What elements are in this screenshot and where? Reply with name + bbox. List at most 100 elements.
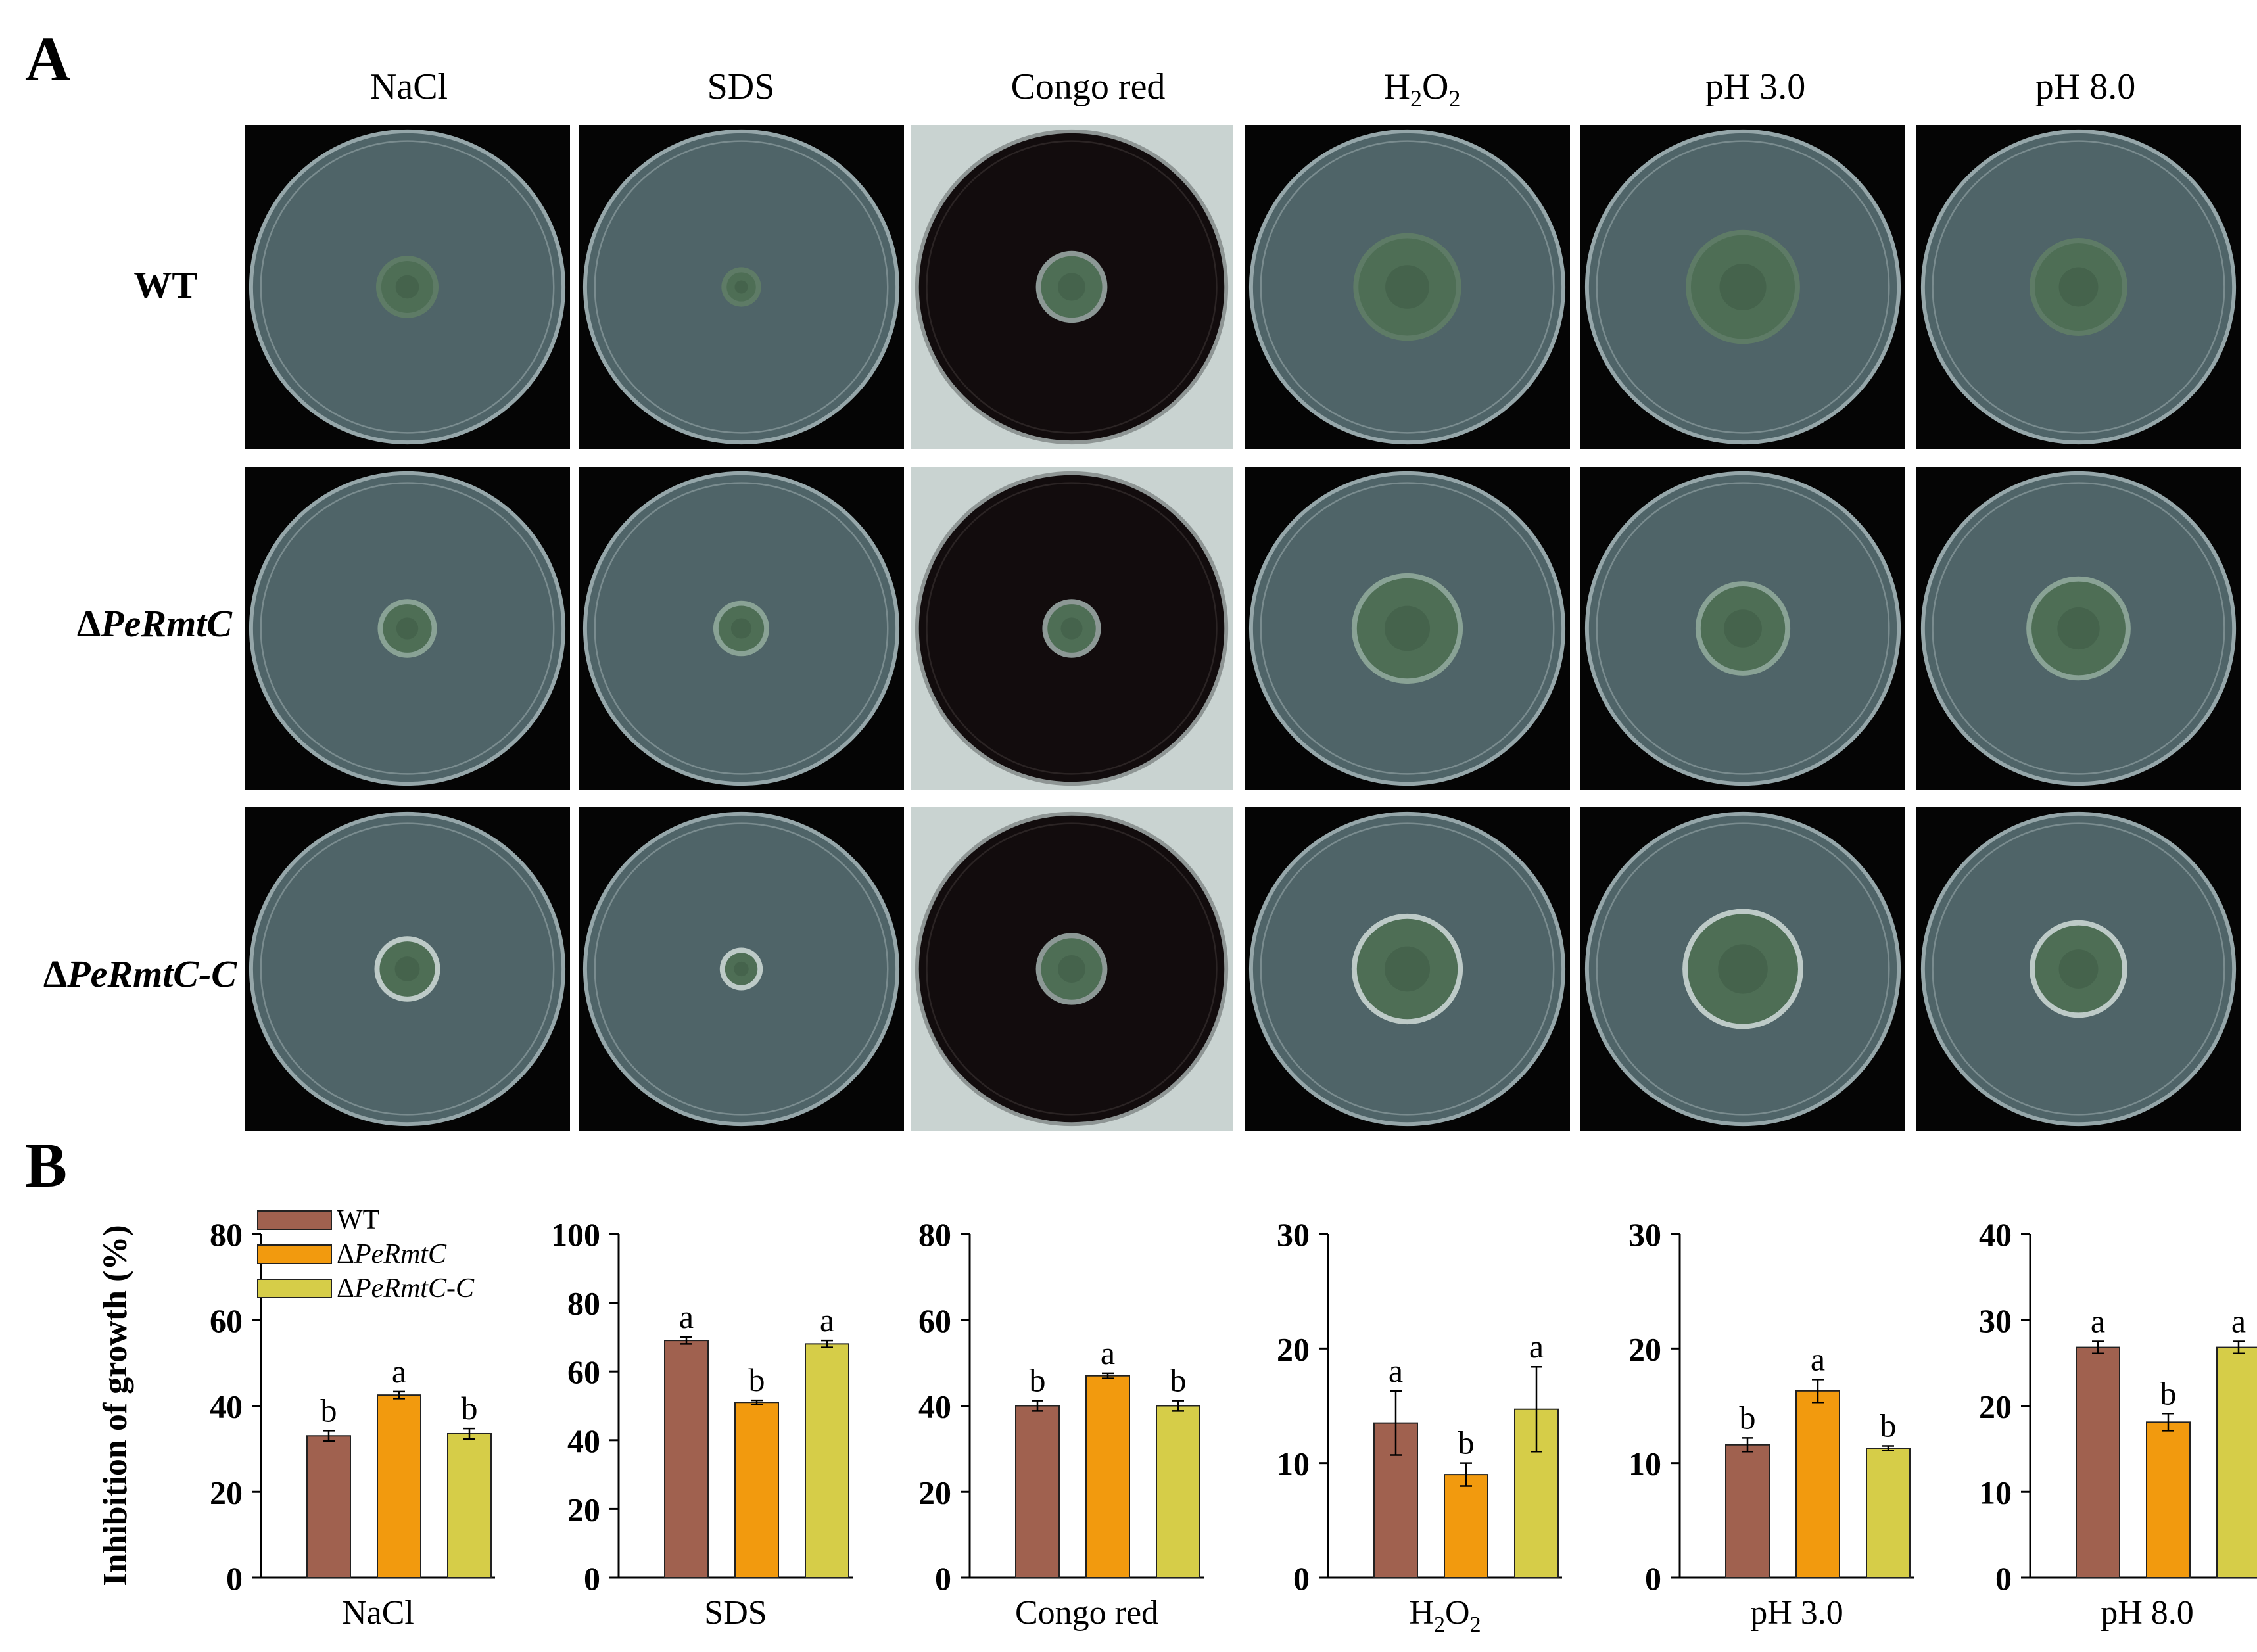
chart2-ytick-label: 40: [567, 1423, 600, 1459]
plate-r3-c2: [579, 807, 904, 1131]
chart5-ytick-label: 10: [1628, 1446, 1661, 1482]
chart2-bar-mutant: [734, 1402, 779, 1579]
row-label-complement-delta: Δ: [43, 953, 68, 995]
chart6-ytick-label: 0: [1995, 1560, 2012, 1597]
chart6-xlabel: pH 8.0: [2101, 1594, 2194, 1632]
chart2-ytick-label: 100: [551, 1216, 600, 1253]
chart5-sig-letter-wt: b: [1740, 1399, 1756, 1436]
chart1-ytick-label: 80: [210, 1216, 243, 1253]
chart1-sig-letter-wt: b: [321, 1392, 337, 1428]
chart4-xlabel: H2O2: [1409, 1594, 1481, 1637]
chart3-bar-mutant: [1085, 1375, 1130, 1579]
chart6-ytick-label: 10: [1979, 1474, 2012, 1511]
chart1-ytick-label: 40: [210, 1388, 243, 1425]
plate-r1-c3: [911, 125, 1233, 449]
chart5-sig-letter-complement: b: [1880, 1407, 1897, 1444]
legend-delta: Δ: [337, 1273, 354, 1304]
chart1-sig-letter-mutant: a: [392, 1353, 406, 1390]
chart6-sig-letter-wt: a: [2091, 1302, 2105, 1339]
chart1-ytick-label: 60: [210, 1302, 243, 1339]
chart4-ytick-label: 0: [1293, 1560, 1310, 1597]
chart2-sig-letter-complement: a: [820, 1302, 834, 1338]
plate-r3-c3: [911, 807, 1233, 1131]
chart3-xlabel: Congo red: [1015, 1594, 1158, 1632]
chart4-ytick-label: 10: [1277, 1446, 1310, 1482]
chart4-ytick-label: 30: [1277, 1216, 1310, 1253]
chart3-sig-letter-wt: b: [1030, 1362, 1046, 1399]
plate-r2-c6: [1916, 467, 2241, 790]
chart4-bar-mutant: [1444, 1474, 1488, 1579]
chart6-sig-letter-complement: a: [2231, 1302, 2246, 1339]
plate-r3-c4: [1245, 807, 1570, 1131]
xlabel-subscript: 2: [1470, 1613, 1481, 1637]
legend-label-complement: ΔPeRmtC-C: [337, 1273, 475, 1304]
h2o2-sub1: 2: [1410, 85, 1422, 112]
legend-swatch-mutant: [257, 1244, 332, 1264]
chart3-ytick-label: 20: [918, 1474, 951, 1511]
h2o2-mid: O: [1422, 66, 1449, 107]
plate-r3-c6: [1916, 807, 2241, 1131]
chart6-sig-letter-mutant: b: [2160, 1375, 2177, 1411]
chart5-xlabel: pH 3.0: [1750, 1594, 1843, 1632]
legend-strain-name: PeRmtC: [354, 1239, 447, 1269]
chart2-ytick-label: 80: [567, 1285, 600, 1322]
plate-r2-c5: [1580, 467, 1905, 790]
chart6-bar-wt: [2076, 1346, 2120, 1579]
chart6-ytick-label: 30: [1979, 1302, 2012, 1339]
chart6-bar-mutant: [2146, 1421, 2191, 1579]
chart6-bar-complement: [2216, 1346, 2257, 1579]
chart1-bar-mutant: [377, 1394, 421, 1578]
plate-r2-c2: [579, 467, 904, 790]
chart2-ytick-label: 20: [567, 1491, 600, 1528]
chart3-sig-letter-mutant: a: [1101, 1334, 1115, 1371]
chart1-ytick-label: 0: [226, 1560, 243, 1597]
chart6-ytick-label: 20: [1979, 1388, 2012, 1425]
column-header-congo-red: Congo red: [1010, 66, 1166, 107]
plate-r2-c4: [1245, 467, 1570, 790]
column-header-ph3: pH 3.0: [1705, 66, 1806, 107]
row-label-mutant: ΔPeRmtC: [77, 602, 232, 646]
chart1-bar-complement: [447, 1432, 492, 1578]
chart5-bar-complement: [1866, 1448, 1911, 1579]
chart6-ytick-label: 40: [1979, 1216, 2012, 1253]
chart4-sig-letter-mutant: b: [1458, 1425, 1475, 1461]
chart1-ytick-label: 20: [210, 1474, 243, 1511]
h2o2-main: H: [1383, 66, 1410, 107]
column-header-nacl: NaCl: [369, 66, 448, 107]
xlabel-part: H: [1409, 1594, 1434, 1632]
legend-label-wt: WT: [337, 1205, 379, 1235]
legend-label-mutant: ΔPeRmtC: [337, 1239, 447, 1269]
plate-r2-c1: [245, 467, 570, 790]
chart5-ytick-label: 30: [1628, 1216, 1661, 1253]
panel-label-a: A: [25, 24, 71, 94]
plate-r1-c5: [1580, 125, 1905, 449]
chart2-sig-letter-wt: a: [679, 1298, 694, 1335]
chart4-sig-letter-complement: a: [1529, 1328, 1544, 1365]
chart3-sig-letter-complement: b: [1170, 1362, 1187, 1399]
plate-r1-c4: [1245, 125, 1570, 449]
chart3-ytick-label: 0: [935, 1560, 951, 1597]
xlabel-part: O: [1445, 1594, 1470, 1632]
xlabel-subscript: 2: [1434, 1613, 1445, 1637]
chart2-bar-wt: [664, 1340, 709, 1578]
chart2-sig-letter-mutant: b: [749, 1361, 765, 1398]
chart5-sig-letter-mutant: a: [1811, 1340, 1825, 1377]
row-label-wt: WT: [133, 263, 197, 307]
column-header-h2o2: H2O2: [1384, 66, 1461, 112]
h2o2-sub2: 2: [1448, 85, 1461, 112]
chart5-bar-mutant: [1795, 1390, 1840, 1578]
chart5-ytick-label: 0: [1645, 1560, 1661, 1597]
chart3-ytick-label: 60: [918, 1302, 951, 1339]
chart3-ytick-label: 80: [918, 1216, 951, 1253]
chart2-xlabel: SDS: [704, 1594, 767, 1632]
plate-r3-c5: [1580, 807, 1905, 1131]
legend-delta: Δ: [337, 1239, 354, 1269]
chart4-sig-letter-wt: a: [1389, 1352, 1403, 1389]
chart3-bar-complement: [1156, 1405, 1200, 1578]
legend-strain-name: PeRmtC-C: [354, 1273, 475, 1304]
row-label-wt-text: WT: [133, 264, 197, 306]
column-header-sds: SDS: [707, 66, 775, 107]
chart5-bar-wt: [1725, 1444, 1770, 1579]
chart2-bar-complement: [805, 1343, 849, 1578]
